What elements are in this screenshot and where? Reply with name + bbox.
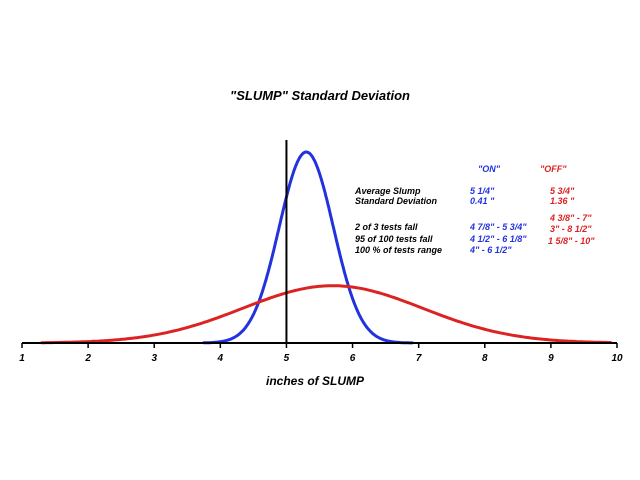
row-label-hundred-percent: 100 % of tests range [355,245,443,255]
x-tick-label-8: 8 [482,353,488,364]
row-label-ninety-five: 95 of 100 tests fall [355,234,433,244]
chart-title: "SLUMP" Standard Deviation [230,88,410,103]
row-label-standard-deviation: Standard Deviation [355,196,438,206]
x-tick-label-5: 5 [284,353,290,364]
off-ninety-five: 3" - 8 1/2" [550,224,592,234]
on-average-slump: 5 1/4" [470,186,495,196]
off-average-slump: 5 3/4" [550,186,575,196]
row-label-two-of-three: 2 of 3 tests fall [355,222,418,232]
off-two-of-three: 4 3/8" - 7" [550,213,592,223]
x-tick-label-6: 6 [350,353,356,364]
on-standard-deviation: 0.41 " [470,196,495,206]
on-ninety-five: 4 1/2" - 6 1/8" [470,234,527,244]
series-off-curve [40,284,612,345]
x-tick-label-2: 2 [84,353,91,364]
row-label-average-slump: Average Slump [355,186,421,196]
on-hundred-percent: 4" - 6 1/2" [470,245,512,255]
off-hundred-percent: 1 5/8" - 10" [548,236,595,246]
series-on-curve [202,150,414,345]
x-tick-label-4: 4 [217,353,224,364]
x-tick-label-1: 1 [19,353,25,364]
x-tick-label-10: 10 [611,353,623,364]
x-tick-label-9: 9 [548,353,554,364]
x-tick-label-3: 3 [151,353,157,364]
off-column-header: "OFF" [540,164,567,174]
x-axis-label: inches of SLUMP [265,374,364,388]
on-two-of-three: 4 7/8" - 5 3/4" [470,222,527,232]
off-standard-deviation: 1.36 " [550,196,575,206]
x-tick-label-7: 7 [416,353,422,364]
on-column-header: "ON" [478,164,501,174]
